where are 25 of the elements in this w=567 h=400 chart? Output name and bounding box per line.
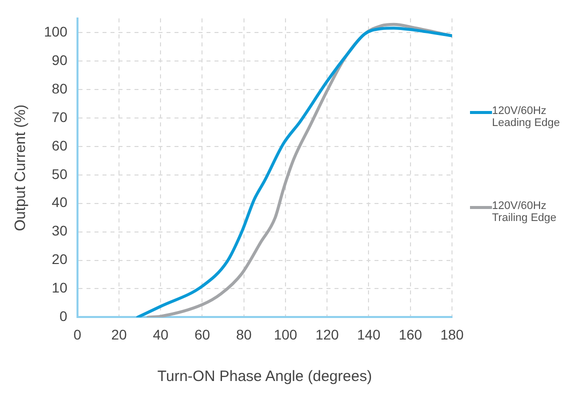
y-tick-label: 50 [52, 166, 68, 182]
x-tick-label: 60 [194, 326, 210, 342]
y-tick-label: 40 [52, 194, 68, 210]
x-tick-label: 180 [440, 326, 464, 342]
x-axis-title: Turn-ON Phase Angle (degrees) [157, 368, 372, 386]
y-axis-title: Output Current (%) [12, 104, 30, 232]
y-tick-label: 60 [52, 137, 68, 154]
x-tick-label: 120 [315, 326, 340, 342]
y-tick-label: 80 [52, 80, 68, 96]
y-tick-label: 100 [44, 23, 68, 40]
x-tick-label: 160 [398, 326, 422, 342]
x-tick-label: 0 [73, 326, 82, 342]
legend-label: 120V/60Hz Trailing Edge [492, 200, 558, 224]
y-tick-label: 30 [52, 222, 68, 239]
y-tick-label: 10 [52, 280, 68, 296]
x-tick-label: 80 [236, 326, 252, 342]
y-tick-label: 0 [60, 308, 68, 324]
x-tick-label: 20 [111, 326, 127, 342]
legend-label: 120V/60Hz Leading Edge [492, 105, 561, 129]
y-tick-label: 20 [52, 251, 68, 268]
y-tick-label: 90 [52, 52, 68, 68]
x-tick-label: 40 [152, 326, 169, 342]
x-tick-label: 100 [274, 326, 298, 342]
y-tick-label: 70 [52, 108, 68, 125]
x-tick-label: 140 [357, 326, 381, 342]
